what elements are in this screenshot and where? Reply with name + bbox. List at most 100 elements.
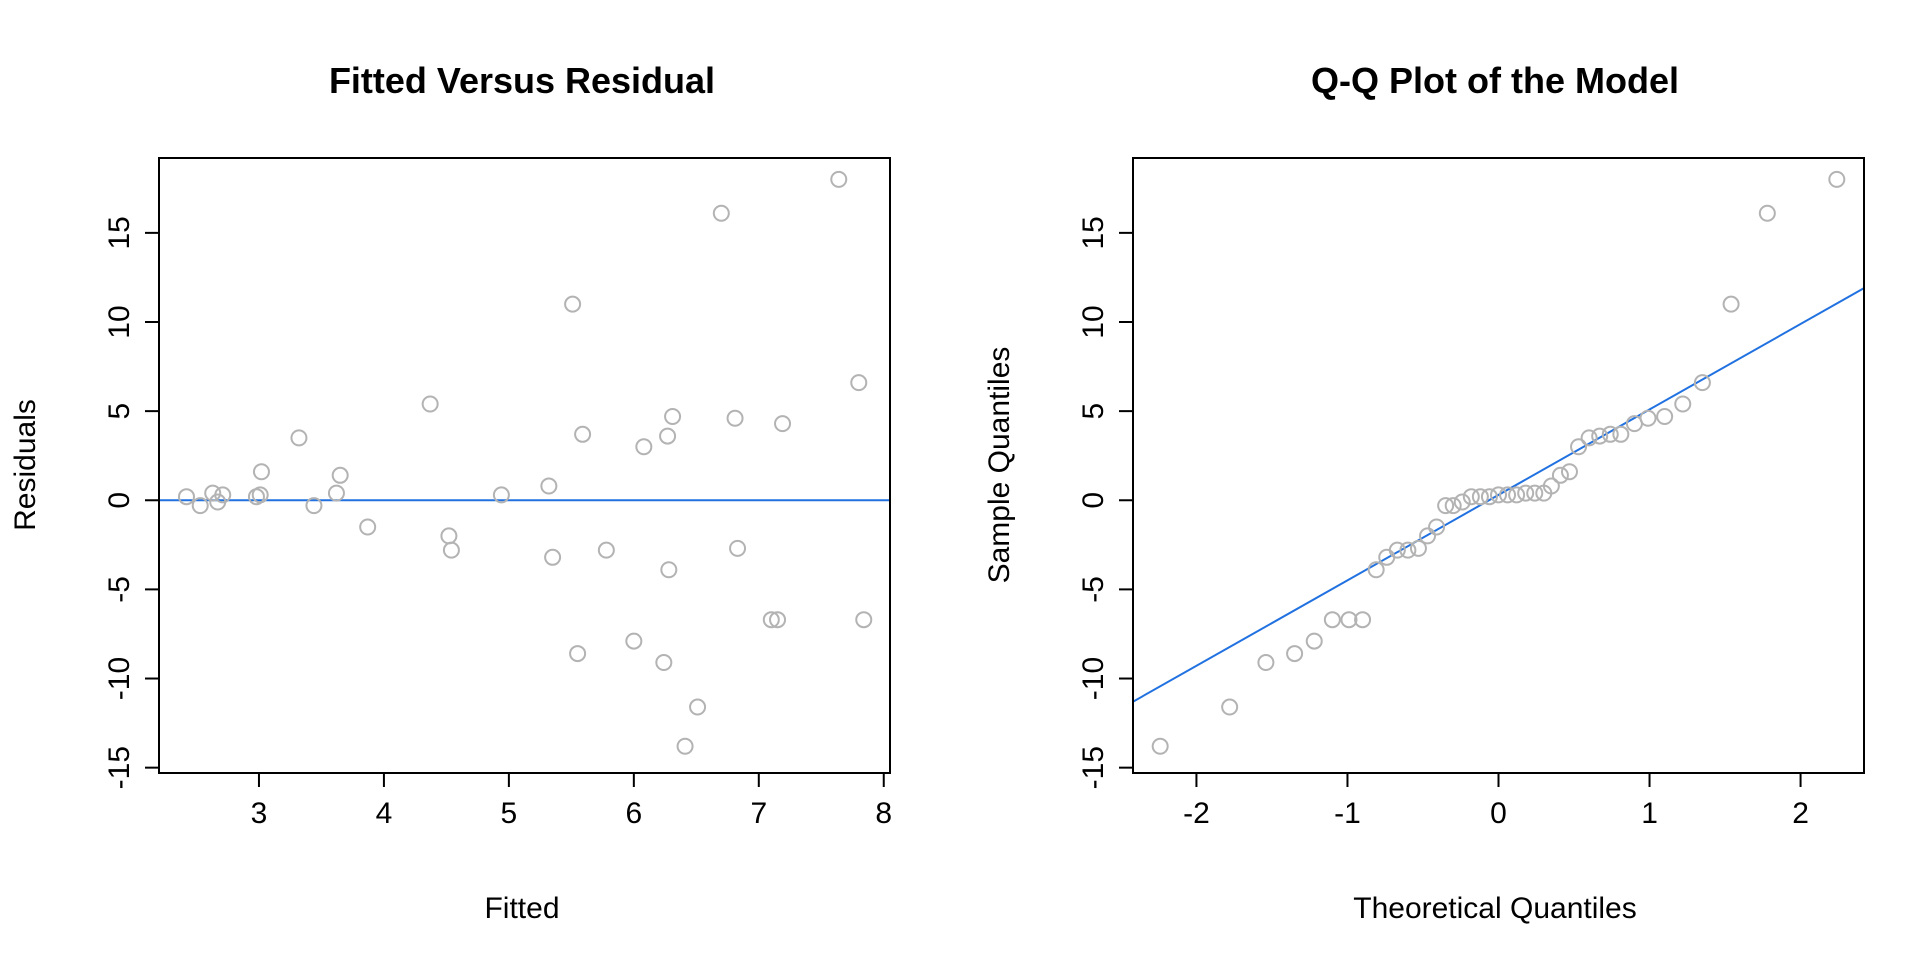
data-point (774, 415, 792, 433)
y-tick-label: 0 (1077, 492, 1110, 509)
data-point (331, 466, 349, 484)
fitted-vs-residual-panel: Fitted Versus Residual Fitted Residuals … (9, 60, 892, 925)
y-axis-label: Residuals (9, 399, 42, 531)
y-tick-label: 0 (103, 492, 136, 509)
data-point (305, 497, 323, 515)
x-tick-label: 6 (625, 797, 642, 830)
y-tick-label: 10 (103, 305, 136, 338)
data-point (177, 488, 195, 506)
data-point (1471, 488, 1489, 506)
x-tick-label: 5 (501, 797, 518, 830)
data-point (1570, 438, 1588, 456)
data-point (1305, 632, 1323, 650)
data-point (574, 425, 592, 443)
data-point (1399, 541, 1417, 559)
data-point (1601, 425, 1619, 443)
data-point (726, 409, 744, 427)
data-point (1453, 493, 1471, 511)
data-point (1409, 539, 1427, 557)
x-tick-label: 7 (750, 797, 767, 830)
y-tick-label: 10 (1077, 305, 1110, 338)
y-tick-label: -10 (103, 657, 136, 700)
data-point (1612, 425, 1630, 443)
data-point (712, 204, 730, 222)
data-point (659, 427, 677, 445)
data-point (1758, 204, 1776, 222)
data-point (252, 463, 270, 481)
data-point (1508, 486, 1526, 504)
data-point (1674, 395, 1692, 413)
data-point (1551, 466, 1569, 484)
data-point (664, 407, 682, 425)
data-point (1462, 488, 1480, 506)
qq-reference-line (1132, 287, 1865, 703)
chart-title: Fitted Versus Residual (329, 60, 715, 101)
x-tick-label: -2 (1183, 797, 1210, 830)
data-point (421, 395, 439, 413)
data-point (855, 611, 873, 629)
chart-title: Q-Q Plot of the Model (1311, 60, 1679, 101)
x-tick-label: 0 (1490, 797, 1507, 830)
data-point (1151, 737, 1169, 755)
data-point (442, 541, 460, 559)
x-tick-label: -1 (1334, 797, 1361, 830)
data-point (191, 497, 209, 515)
y-tick-label: -15 (1077, 746, 1110, 789)
y-tick-label: 5 (1077, 403, 1110, 420)
y-tick-label: 15 (1077, 216, 1110, 249)
data-point (1693, 374, 1711, 392)
data-point (1388, 541, 1406, 559)
x-axis-label: Theoretical Quantiles (1353, 892, 1636, 925)
data-point (1257, 653, 1275, 671)
data-point (1340, 611, 1358, 629)
plot-frame (158, 157, 891, 774)
data-point (569, 645, 587, 663)
data-point (564, 295, 582, 313)
data-point (1419, 527, 1437, 545)
data-point (1499, 486, 1517, 504)
data-point (1722, 295, 1740, 313)
y-axis-label: Sample Quantiles (983, 347, 1016, 584)
data-point (676, 737, 694, 755)
qq-plot-panel: Q-Q Plot of the Model Theoretical Quanti… (983, 60, 1865, 925)
data-point (1490, 486, 1507, 504)
data-point (1437, 497, 1455, 515)
data-point (544, 548, 562, 566)
data-point (1560, 463, 1578, 481)
data-point (214, 486, 232, 504)
data-point (1542, 477, 1560, 495)
data-point (440, 527, 458, 545)
data-point (1367, 561, 1385, 579)
x-tick-label: 8 (875, 797, 892, 830)
data-point (655, 653, 673, 671)
x-axis-label: Fitted (484, 892, 559, 925)
plot-area: 3 4 5 6 7 8 -15 -10 -5 0 5 10 15 (103, 170, 892, 830)
data-point (660, 561, 678, 579)
data-point (1323, 611, 1341, 629)
data-point (1444, 497, 1462, 515)
data-point (1480, 488, 1498, 506)
data-point (1656, 407, 1674, 425)
data-point (729, 539, 747, 557)
x-tick-label: 3 (251, 797, 268, 830)
data-point (597, 541, 615, 559)
y-tick-label: -10 (1077, 657, 1110, 700)
data-point (762, 611, 780, 629)
data-point (327, 484, 345, 502)
plot-frame (1132, 157, 1865, 774)
x-tick-label: 2 (1792, 797, 1809, 830)
data-point (769, 611, 787, 629)
data-point (1517, 484, 1535, 502)
data-point (1828, 170, 1846, 188)
y-tick-label: -15 (103, 746, 136, 789)
y-tick-label: -5 (1077, 576, 1110, 603)
y-tick-label: 5 (103, 403, 136, 420)
data-point (850, 374, 868, 392)
data-point (251, 486, 269, 504)
y-tick-label: 15 (103, 216, 136, 249)
data-point (1221, 698, 1239, 716)
data-point (540, 477, 558, 495)
data-point (1286, 645, 1304, 663)
